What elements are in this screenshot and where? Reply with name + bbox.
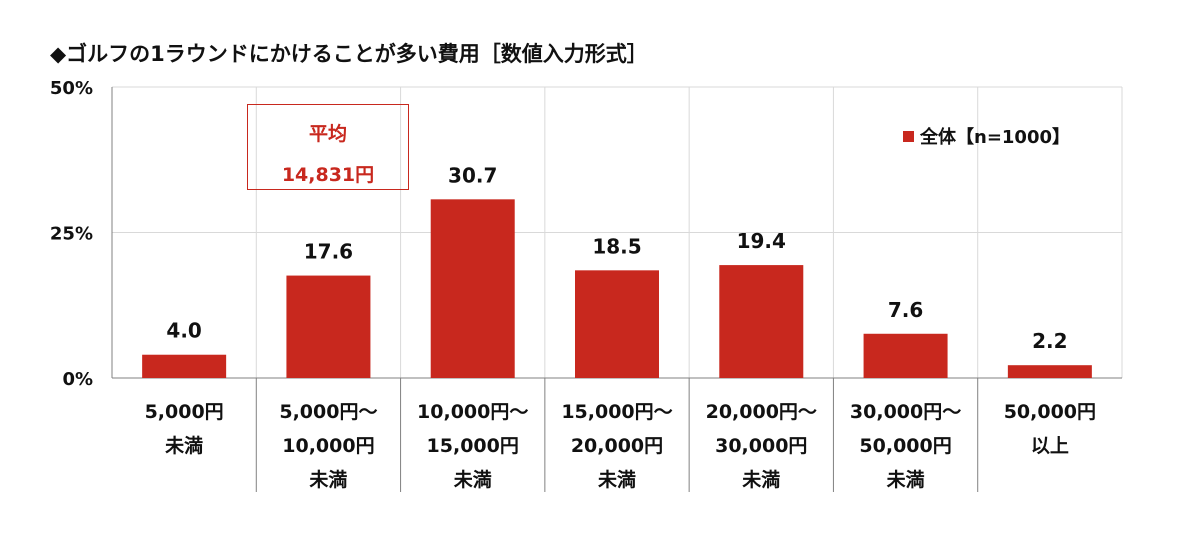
- category-label: 未満: [453, 468, 492, 491]
- category-label: 未満: [308, 468, 347, 491]
- category-label: 以上: [1031, 435, 1069, 457]
- bar: [142, 354, 227, 378]
- value-label: 19.4: [737, 229, 786, 253]
- y-tick-label: 0%: [62, 369, 93, 390]
- bar: [863, 333, 948, 378]
- legend-swatch: [903, 130, 914, 142]
- category-label: 15,000円: [427, 435, 519, 457]
- category-label: 30,000円～: [850, 401, 961, 423]
- category-label: 未満: [886, 468, 925, 491]
- average-value: 14,831円: [281, 164, 375, 186]
- bar: [430, 199, 515, 378]
- category-label: 未満: [164, 434, 203, 457]
- value-label: 18.5: [592, 234, 641, 258]
- value-label: 17.6: [304, 240, 353, 264]
- category-label: 未満: [741, 468, 780, 491]
- category-label: 30,000円: [715, 435, 807, 457]
- bar: [286, 275, 371, 378]
- legend-label: 全体【n=1000】: [920, 127, 1070, 148]
- y-tick-label: 25%: [50, 224, 93, 245]
- bar: [719, 265, 804, 378]
- average-annotation: 平均 14,831円: [247, 104, 409, 190]
- chart-title: ◆ゴルフの1ラウンドにかけることが多い費用［数値入力形式］: [50, 42, 648, 66]
- category-label: 未満: [597, 468, 636, 491]
- y-tick-label: 50%: [50, 78, 93, 99]
- value-label: 7.6: [888, 298, 923, 322]
- category-label: 15,000円～: [561, 401, 672, 423]
- value-label: 30.7: [448, 163, 497, 187]
- value-label: 2.2: [1032, 329, 1067, 353]
- bar: [575, 270, 659, 378]
- category-label: 5,000円: [145, 401, 224, 423]
- legend: 全体【n=1000】: [903, 123, 1070, 149]
- category-label: 20,000円: [571, 435, 663, 457]
- category-label: 20,000円～: [706, 401, 817, 423]
- category-label: 50,000円: [1004, 401, 1096, 423]
- category-label: 5,000円～: [279, 401, 377, 423]
- category-label: 50,000円: [859, 435, 951, 457]
- value-label: 4.0: [166, 319, 201, 343]
- category-label: 10,000円: [282, 435, 374, 457]
- category-label: 10,000円～: [417, 401, 528, 423]
- bar: [1007, 365, 1092, 378]
- average-label: 平均: [308, 123, 347, 145]
